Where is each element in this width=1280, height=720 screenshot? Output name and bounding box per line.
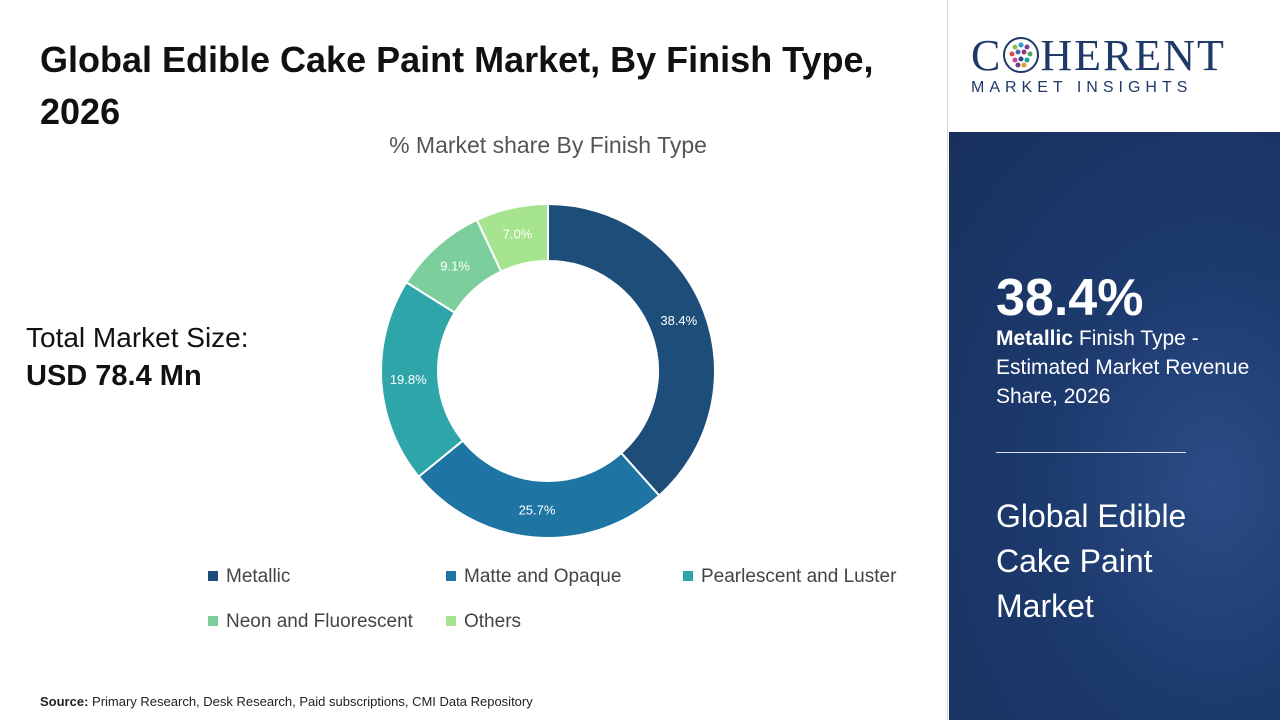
side-title: Global Edible Cake Paint Market bbox=[996, 498, 1187, 624]
legend-item-neon-fluorescent: Neon and Fluorescent bbox=[208, 611, 413, 633]
logo-letter-c: C bbox=[971, 31, 1003, 80]
page-title: Global Edible Cake Paint Market, By Fini… bbox=[40, 39, 874, 132]
highlight-description: Metallic Finish Type - Estimated Market … bbox=[996, 324, 1256, 411]
highlight-bold: Metallic bbox=[996, 327, 1074, 350]
logo-tagline: MARKET INSIGHTS bbox=[971, 79, 1193, 96]
data-label-others: 7.0% bbox=[503, 226, 533, 241]
logo-letters-herent: HERENT bbox=[1040, 31, 1226, 80]
legend-swatch bbox=[683, 570, 693, 581]
legend-item-metallic: Metallic bbox=[208, 566, 290, 588]
legend-label: Pearlescent and Luster bbox=[701, 566, 897, 587]
market-size-label: Total Market Size: bbox=[26, 322, 249, 353]
legend-swatch bbox=[446, 615, 456, 626]
legend-label: Neon and Fluorescent bbox=[226, 611, 413, 632]
source-label: Source: bbox=[40, 694, 89, 709]
logo-dots-icon bbox=[1003, 37, 1040, 73]
legend-label: Matte and Opaque bbox=[464, 566, 622, 587]
chart-title: % Market share By Finish Type bbox=[389, 132, 707, 158]
market-size-block: Total Market Size: USD 78.4 Mn bbox=[26, 322, 249, 393]
legend-label: Metallic bbox=[226, 566, 291, 587]
data-label-metallic: 38.4% bbox=[660, 313, 697, 328]
legend-swatch bbox=[446, 570, 456, 581]
divider bbox=[996, 452, 1186, 453]
legend-item-others: Others bbox=[446, 611, 521, 633]
legend-label: Others bbox=[464, 611, 522, 632]
donut-slice-others bbox=[475, 202, 549, 273]
donut-chart: 38.4% 25.7% 19.8% 9.1% 7.0% bbox=[380, 202, 716, 539]
data-label-neon-fluorescent: 9.1% bbox=[440, 258, 470, 273]
data-label-matte-opaque: 25.7% bbox=[519, 503, 556, 518]
source-note: Source: Primary Research, Desk Research,… bbox=[40, 694, 533, 709]
donut-slice-matte-opaque bbox=[417, 439, 661, 539]
legend-item-matte-opaque: Matte and Opaque bbox=[446, 566, 621, 588]
legend-item-pearlescent-luster: Pearlescent and Luster bbox=[683, 566, 896, 588]
source-text: Primary Research, Desk Research, Paid su… bbox=[92, 694, 533, 709]
highlight-value: 38.4% bbox=[996, 269, 1144, 327]
market-size-value: USD 78.4 Mn bbox=[26, 360, 202, 392]
legend-swatch bbox=[208, 615, 218, 626]
right-panel: C HERENT MARKET INSIGHTS 38.4% Metallic … bbox=[949, 0, 1280, 720]
logo-wordmark: C HERENT bbox=[971, 30, 1226, 81]
logo: C HERENT MARKET INSIGHTS bbox=[949, 0, 1280, 132]
data-label-pearlescent-luster: 19.8% bbox=[390, 372, 427, 387]
highlight-panel: 38.4% Metallic Finish Type - Estimated M… bbox=[949, 132, 1280, 720]
highlight-text: Finish Type - Estimated Market Revenue S… bbox=[996, 327, 1250, 408]
left-panel: Global Edible Cake Paint Market, By Fini… bbox=[26, 0, 948, 720]
legend-swatch bbox=[208, 570, 218, 581]
donut-slice-metallic bbox=[547, 202, 716, 497]
